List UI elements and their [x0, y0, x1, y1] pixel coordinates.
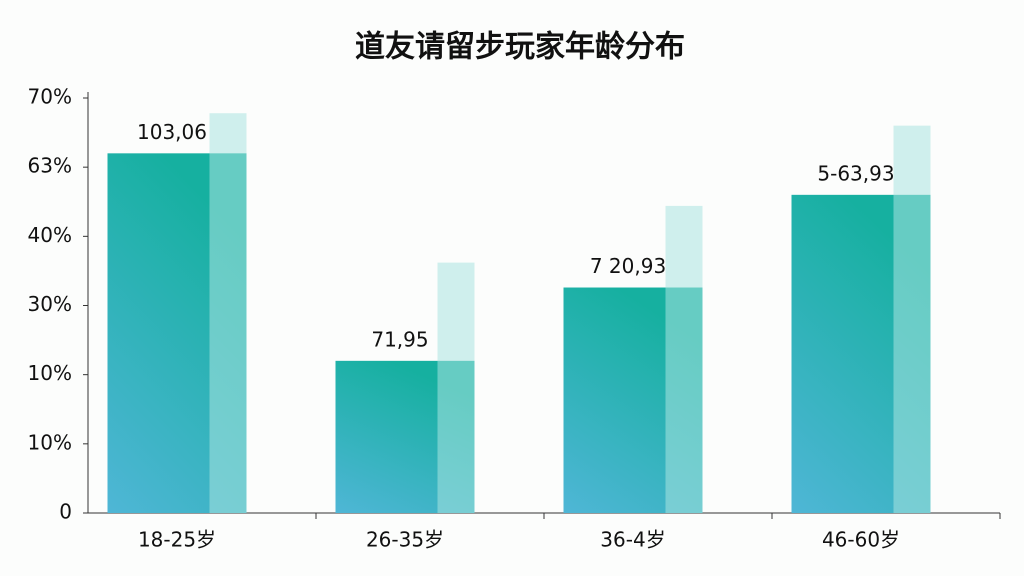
- y-tick-label: 63%: [28, 154, 72, 178]
- data-label: 103,06: [137, 120, 207, 144]
- bar-highlight: [893, 125, 931, 514]
- data-label: 7 20,93: [590, 254, 666, 278]
- y-tick-label: 70%: [28, 85, 72, 109]
- y-tick-label: 0: [59, 500, 72, 524]
- bar-highlight: [665, 205, 703, 513]
- x-tick-label: 46-60岁: [822, 528, 900, 552]
- y-tick-label: 40%: [28, 223, 72, 247]
- y-tick-label: 30%: [28, 292, 72, 316]
- y-tick-label: 10%: [28, 430, 72, 454]
- x-tick-label: 26-35岁: [366, 528, 444, 552]
- bar-highlight: [437, 262, 475, 513]
- chart-title: 道友请留步玩家年龄分布: [355, 30, 685, 65]
- data-label: 5-63,93: [817, 161, 894, 185]
- x-tick-label: 36-4岁: [600, 528, 665, 552]
- x-tick-label: 18-25岁: [138, 528, 216, 552]
- y-tick-label: 10%: [28, 361, 72, 385]
- data-label: 71,95: [371, 327, 428, 351]
- bar-highlight: [209, 113, 247, 513]
